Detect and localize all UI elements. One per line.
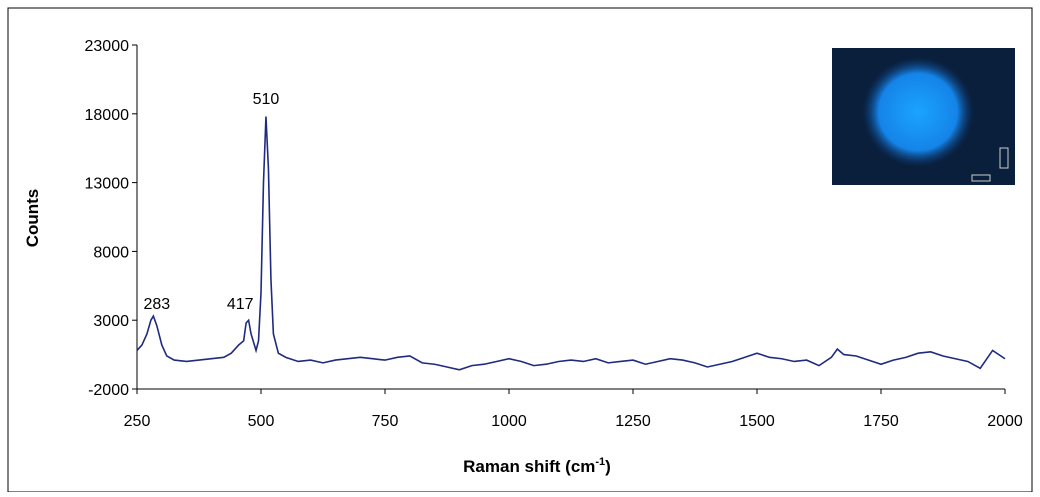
x-tick-label: 1750 (863, 413, 899, 430)
peak-label: 417 (227, 296, 254, 313)
x-axis-title-suffix: ) (605, 457, 611, 476)
y-tick-label: 8000 (93, 244, 129, 261)
x-axis-title-sup: -1 (595, 456, 605, 468)
y-tick-label: 23000 (85, 38, 130, 55)
x-tick-label: 250 (124, 413, 151, 430)
y-tick-label: 13000 (85, 176, 130, 193)
x-tick-label: 2000 (987, 413, 1023, 430)
y-tick-label: 3000 (93, 313, 129, 330)
y-tick-label: -2000 (88, 382, 129, 399)
y-tick-label: 18000 (85, 107, 130, 124)
plot-area: -2000 3000 8000 13000 18000 23000 250 500 750 100… (85, 38, 1023, 430)
x-tick-label: 500 (248, 413, 275, 430)
x-tick-label: 1250 (615, 413, 651, 430)
x-tick-label: 1000 (491, 413, 527, 430)
x-tick-label: 750 (372, 413, 399, 430)
series-line (136, 116, 1006, 371)
x-axis-title: Raman shift (cm-1) (463, 456, 611, 476)
peak-label: 283 (143, 296, 170, 313)
peak-label: 510 (253, 91, 280, 108)
inset-image (832, 48, 1015, 185)
x-tick-label: 1500 (739, 413, 775, 430)
y-axis-title: Counts (23, 189, 42, 248)
x-axis-title-text: Raman shift (cm (463, 457, 595, 476)
